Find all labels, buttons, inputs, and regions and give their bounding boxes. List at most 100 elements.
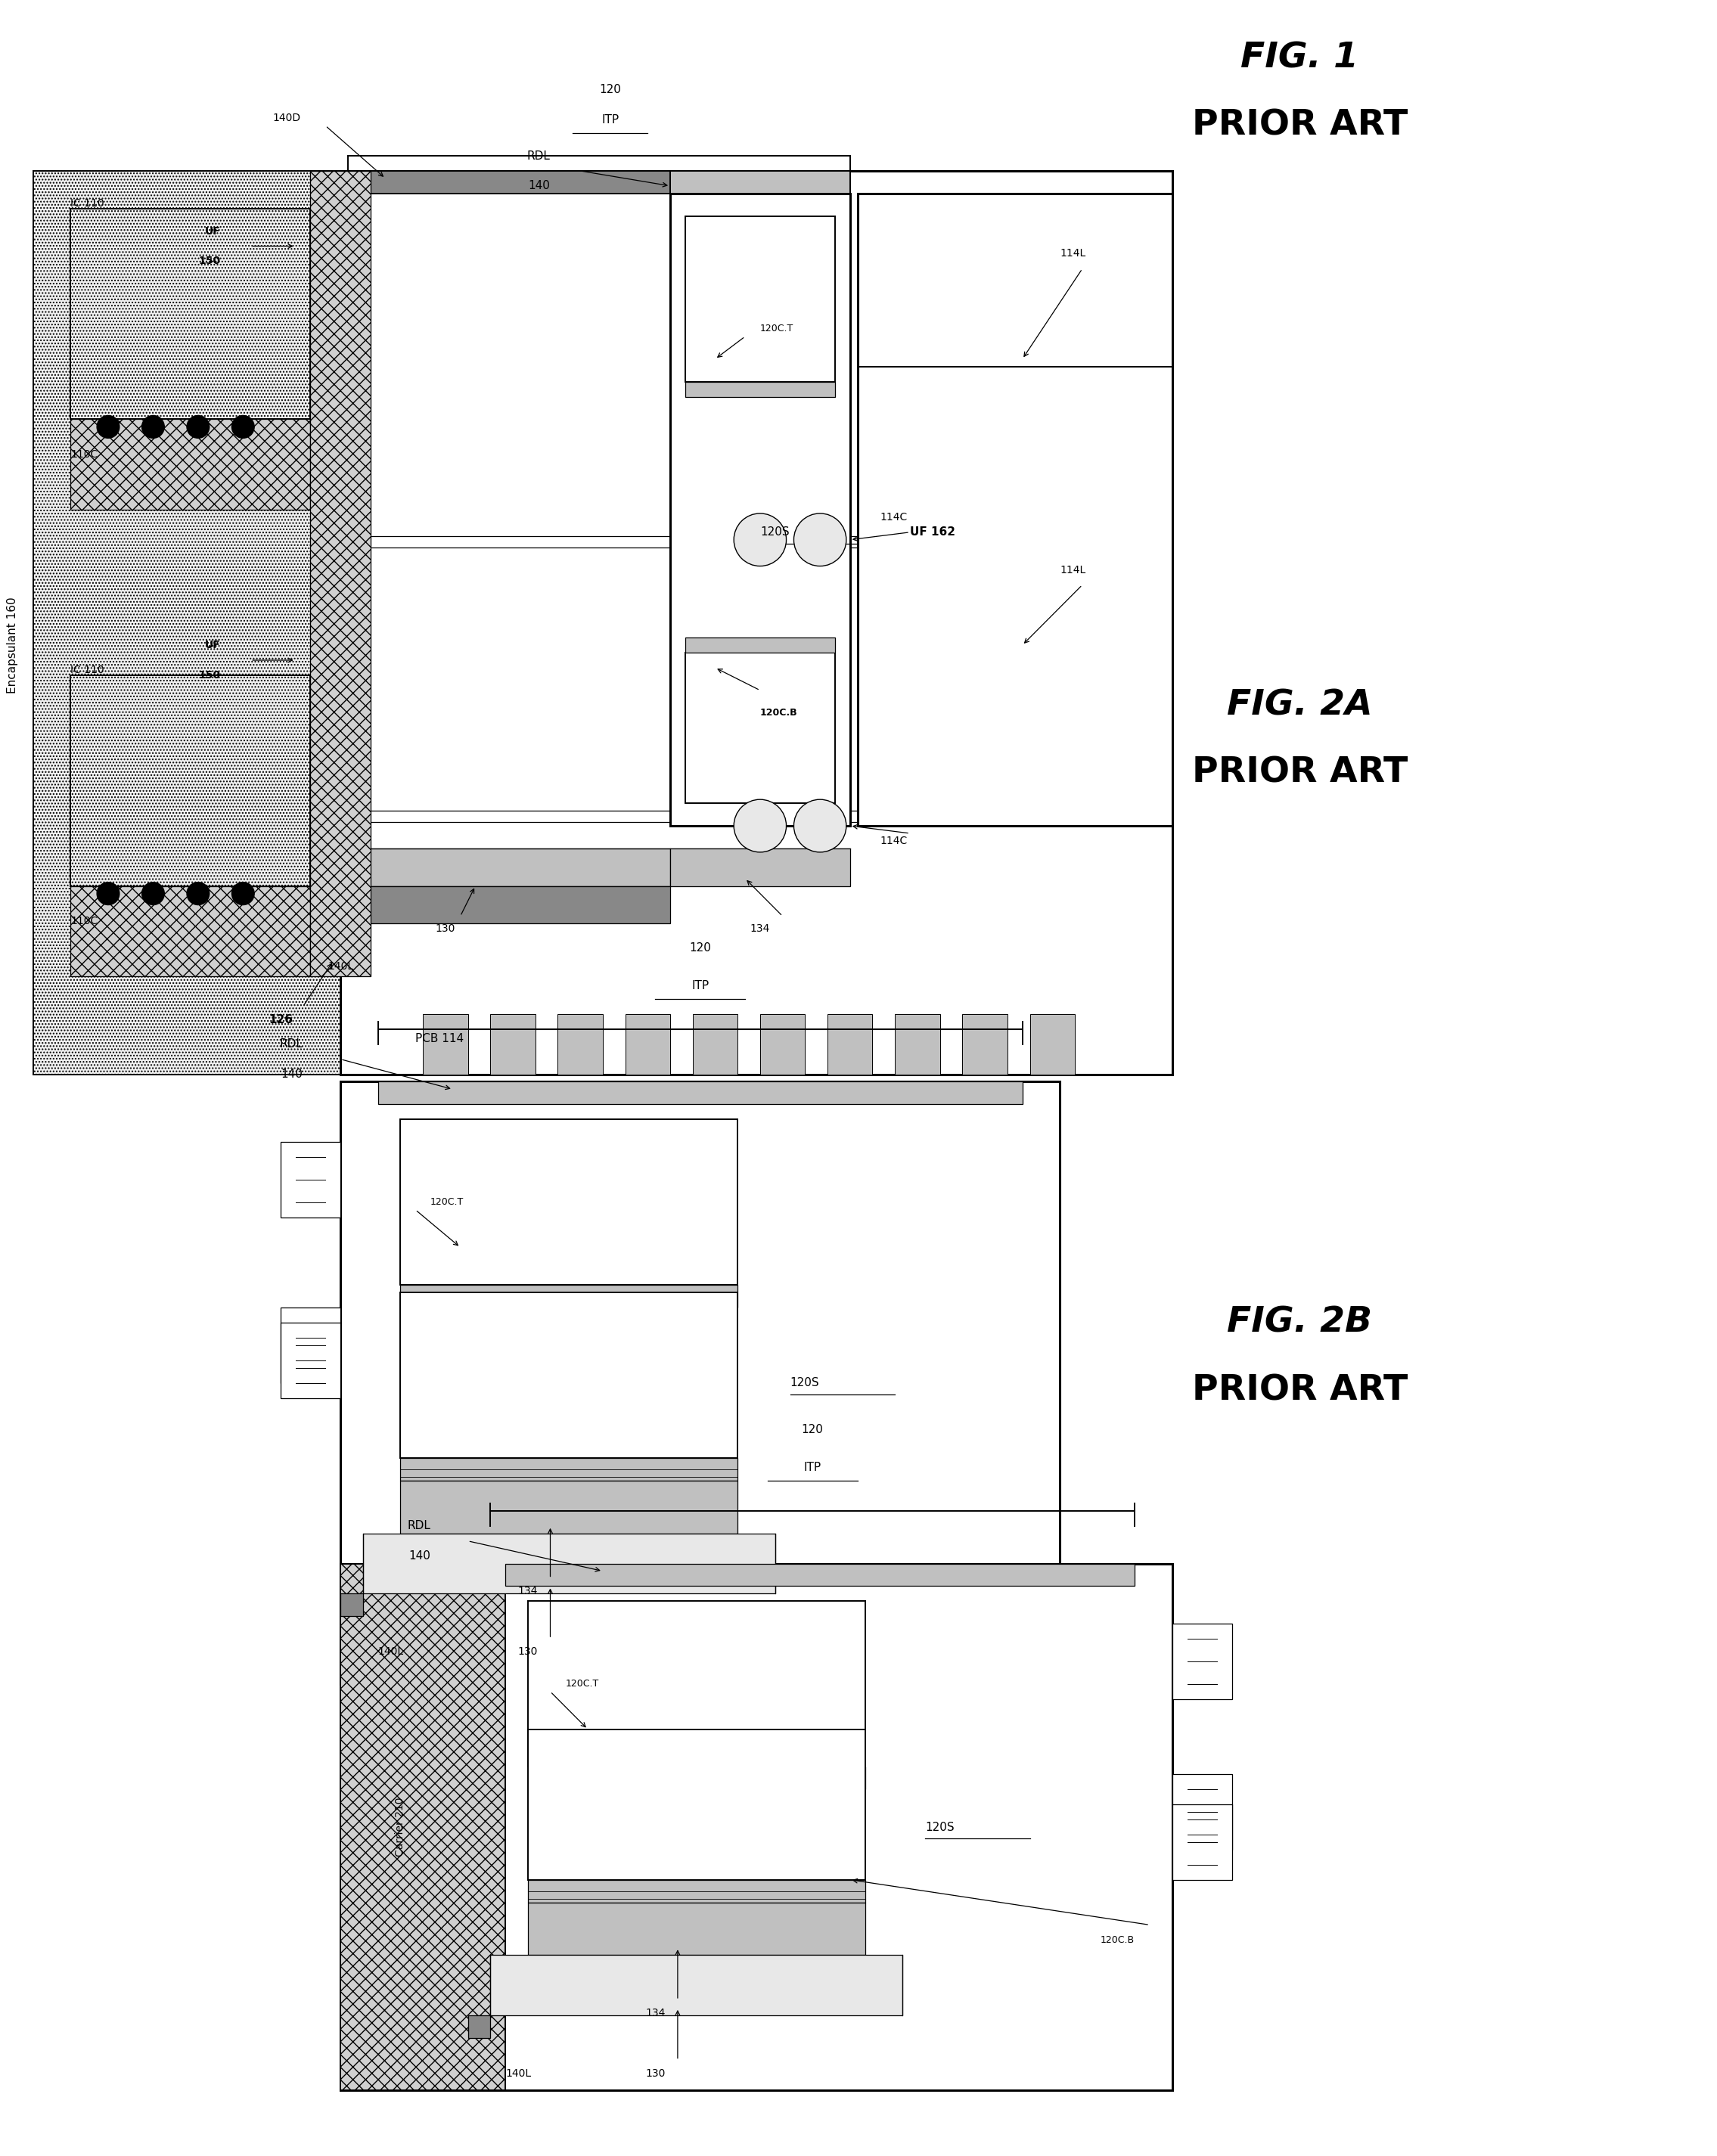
Bar	[1030, 1013, 1075, 1074]
Text: 126: 126	[268, 1013, 292, 1026]
Text: 140: 140	[529, 181, 549, 192]
Text: 120C.T: 120C.T	[431, 1197, 464, 1207]
Bar	[527, 1766, 865, 1789]
Text: 110C: 110C	[70, 448, 98, 459]
Text: PCB 114: PCB 114	[416, 1033, 464, 1044]
Bar	[692, 1013, 738, 1074]
Text: UF: UF	[204, 226, 220, 237]
Text: ITP: ITP	[692, 981, 709, 992]
Circle shape	[187, 416, 209, 438]
Text: 120: 120	[802, 1425, 824, 1436]
Text: 140: 140	[409, 1550, 431, 1561]
Text: 134: 134	[750, 923, 769, 934]
Text: 120: 120	[689, 942, 711, 953]
Bar	[340, 1593, 362, 1617]
Bar	[491, 1013, 536, 1074]
Text: Carrier 210: Carrier 210	[395, 1798, 405, 1856]
Bar	[963, 1013, 1008, 1074]
Bar	[685, 382, 834, 397]
Bar	[558, 1013, 603, 1074]
Text: 140L: 140L	[328, 962, 354, 972]
Text: 140: 140	[282, 1069, 302, 1080]
Bar	[422, 1013, 467, 1074]
Text: 130: 130	[519, 1647, 537, 1658]
Bar	[670, 849, 850, 886]
Bar	[340, 1563, 1173, 2091]
Text: 120: 120	[599, 84, 622, 95]
Text: IC 110: IC 110	[70, 664, 105, 675]
Bar	[70, 418, 311, 509]
Bar	[685, 638, 834, 653]
Circle shape	[733, 800, 786, 852]
Bar	[670, 170, 850, 194]
Text: 114L: 114L	[1059, 248, 1085, 259]
Text: 120C.B: 120C.B	[761, 707, 798, 718]
Bar	[527, 1880, 865, 1902]
Bar	[491, 1955, 903, 2016]
Text: ITP: ITP	[601, 114, 618, 125]
Bar	[527, 1602, 865, 1766]
Bar	[527, 1902, 865, 1955]
Text: 120S: 120S	[925, 1822, 955, 1833]
Bar	[362, 1533, 774, 1593]
Bar	[340, 1082, 1059, 1684]
Text: UF 162: UF 162	[910, 526, 955, 537]
Text: 130: 130	[646, 2068, 664, 2078]
Bar	[857, 194, 1173, 826]
Circle shape	[143, 416, 165, 438]
Text: PRIOR ART: PRIOR ART	[1192, 757, 1408, 789]
Bar	[340, 170, 1173, 1074]
Bar	[1173, 1805, 1233, 1880]
Bar	[400, 1457, 738, 1481]
Text: 120C.T: 120C.T	[761, 323, 793, 334]
Bar	[1173, 1623, 1233, 1699]
Bar	[828, 1013, 872, 1074]
Circle shape	[232, 882, 254, 906]
Text: RDL: RDL	[527, 151, 549, 162]
Circle shape	[96, 882, 120, 906]
Circle shape	[733, 513, 786, 567]
Bar	[467, 2016, 491, 2037]
Bar	[685, 653, 834, 804]
Bar	[280, 1322, 340, 1397]
Text: 114L: 114L	[1059, 565, 1085, 576]
Bar	[1173, 1774, 1233, 1850]
Bar	[70, 209, 311, 418]
Text: PRIOR ART: PRIOR ART	[1192, 1373, 1408, 1408]
Text: FIG. 2A: FIG. 2A	[1226, 688, 1372, 722]
Circle shape	[793, 513, 846, 567]
Text: Encapsulant 160: Encapsulant 160	[7, 597, 19, 694]
Text: 130: 130	[436, 923, 455, 934]
Bar	[400, 1285, 738, 1307]
Text: 140D: 140D	[273, 112, 300, 123]
Bar	[400, 1481, 738, 1533]
Bar	[400, 1119, 738, 1285]
Text: 134: 134	[519, 1587, 537, 1598]
Text: PRIOR ART: PRIOR ART	[1192, 108, 1408, 142]
Bar	[311, 170, 371, 977]
Text: 140L: 140L	[505, 2068, 531, 2078]
Text: UF: UF	[204, 640, 220, 651]
Text: FIG. 1: FIG. 1	[1241, 41, 1358, 75]
Bar	[761, 1013, 805, 1074]
Bar	[670, 194, 850, 826]
Bar	[378, 1082, 1022, 1104]
Text: 120S: 120S	[790, 1378, 819, 1388]
Text: FIG. 2B: FIG. 2B	[1228, 1307, 1372, 1339]
Circle shape	[187, 882, 209, 906]
Bar	[340, 1563, 505, 2091]
Circle shape	[793, 800, 846, 852]
Bar	[340, 849, 670, 886]
Bar	[70, 675, 311, 886]
Text: 150: 150	[199, 257, 220, 267]
Bar	[505, 1563, 1135, 1587]
Bar	[685, 216, 834, 382]
Text: IC 110: IC 110	[70, 198, 105, 209]
Text: 114C: 114C	[881, 511, 907, 522]
Bar	[400, 1294, 738, 1457]
Circle shape	[232, 416, 254, 438]
Bar	[895, 1013, 939, 1074]
Bar	[625, 1013, 670, 1074]
Circle shape	[96, 416, 120, 438]
Bar	[70, 886, 311, 977]
